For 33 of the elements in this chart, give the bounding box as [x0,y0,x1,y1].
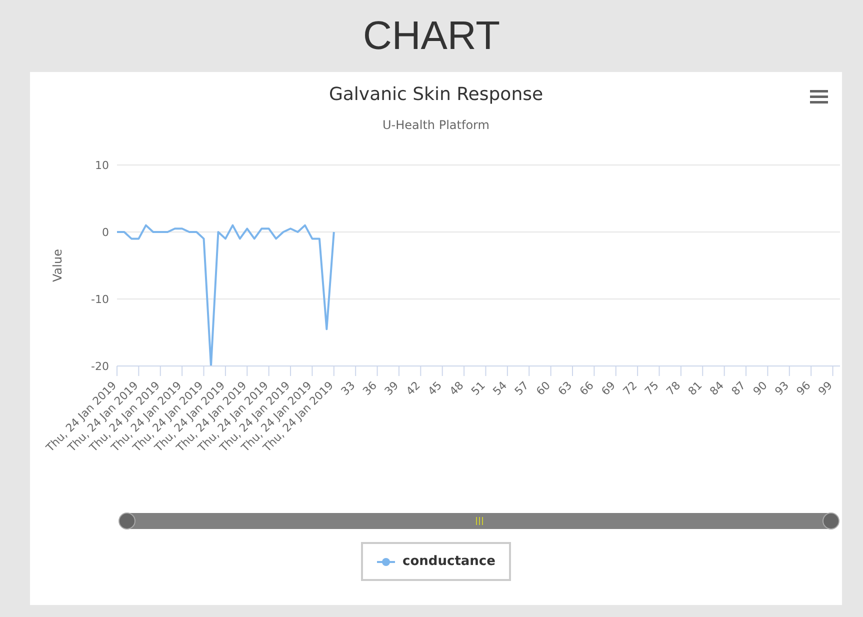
x-tick-label: 48 [447,378,466,398]
legend-label: conductance [402,554,496,569]
x-tick-label: 51 [468,378,488,398]
x-tick-label: 63 [556,378,575,398]
chart-subtitle: U-Health Platform [382,118,490,134]
x-tick-label: 90 [750,378,770,398]
text: CHART [362,13,502,60]
y-tick-label: 0 [102,226,109,239]
x-tick-label: 84 [707,378,726,398]
x-tick-label: 54 [490,378,510,398]
x-tick-label: 45 [425,378,444,398]
x-tick-label: 39 [382,378,402,398]
x-tick-label: 69 [598,378,618,398]
x-tick-label: 75 [642,378,662,398]
x-tick-label: 93 [772,378,792,398]
x-tick-label: 87 [729,378,748,398]
y-tick-label: -20 [91,360,109,373]
x-tick-label: 36 [360,378,380,398]
x-tick-label: 66 [577,378,596,398]
x-tick-label: 57 [512,378,532,398]
y-axis-title: Value [50,249,64,282]
x-tick-label: 72 [620,378,640,398]
x-tick-label: 33 [338,378,358,398]
x-tick-label: 42 [404,378,423,398]
x-tick-label: 96 [794,378,814,398]
y-tick-label: 10 [95,158,109,172]
x-tick-label: 60 [534,378,553,398]
chart-title: Galvanic Skin Response [328,83,544,107]
x-tick-label: 81 [686,378,705,398]
y-tick-label: -10 [91,292,109,306]
line-series [116,224,335,366]
x-tick-label: 99 [816,378,835,398]
x-tick-label: 78 [664,378,684,398]
